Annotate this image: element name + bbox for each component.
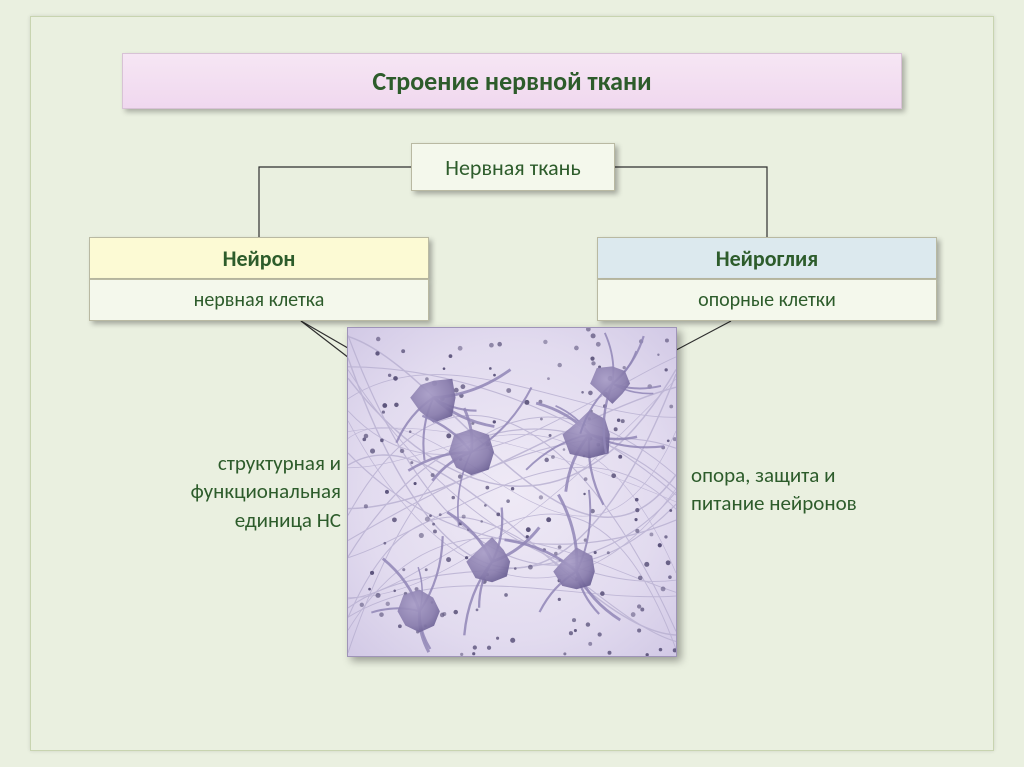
slide-title: Строение нервной ткани (122, 53, 902, 109)
root-node: Нервная ткань (411, 143, 615, 191)
right-branch-head: Нейроглия (597, 237, 937, 279)
right-branch-sub: опорные клетки (597, 279, 937, 321)
right-description: опора, защита и питание нейронов (691, 461, 911, 518)
microscopy-image (347, 327, 677, 657)
slide-panel: Строение нервной ткани Нервная ткань Ней… (30, 16, 994, 751)
left-description: структурная и функциональная единица НС (141, 449, 341, 534)
left-branch-sub: нервная клетка (89, 279, 429, 321)
left-branch-head: Нейрон (89, 237, 429, 279)
